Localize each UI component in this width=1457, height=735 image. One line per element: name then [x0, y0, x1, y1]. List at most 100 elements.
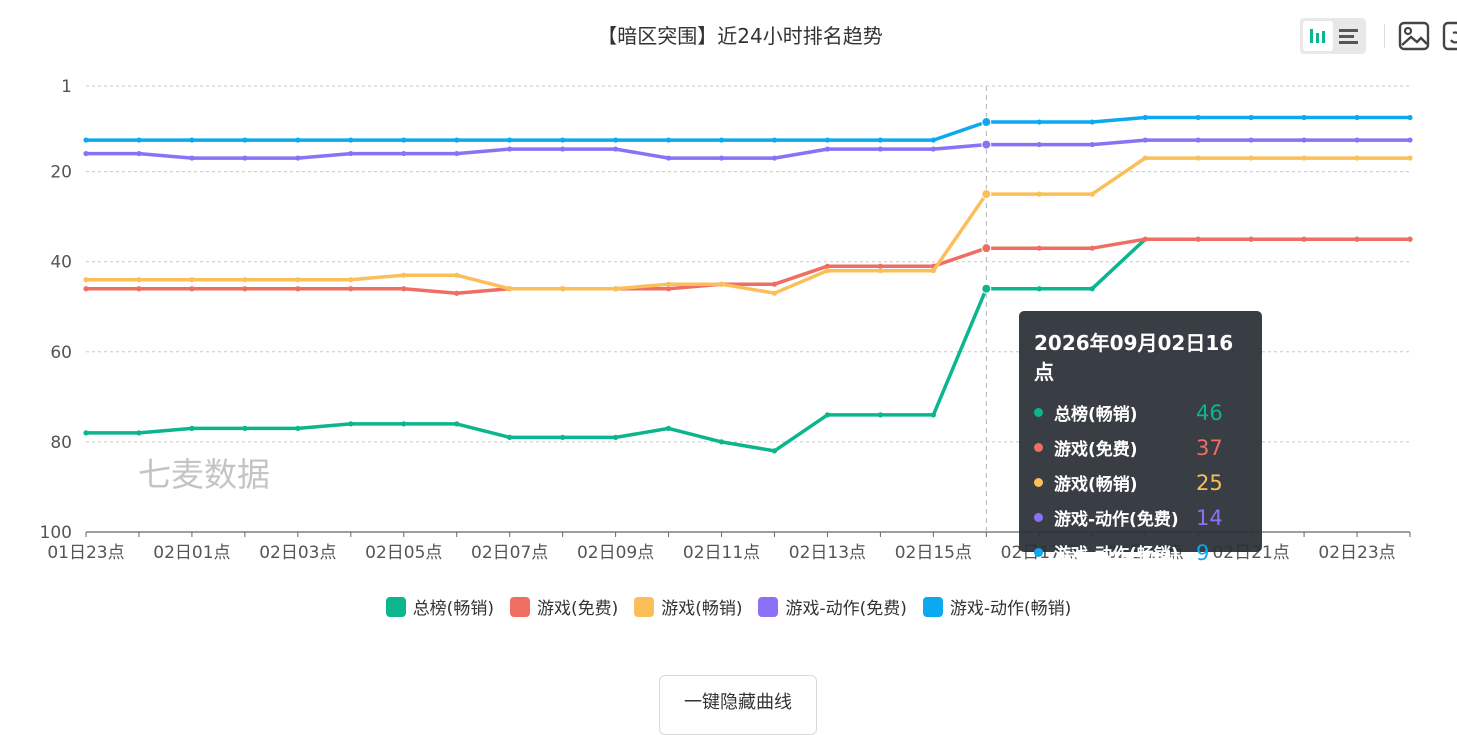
data-point: [981, 189, 992, 200]
data-point: [1354, 236, 1360, 242]
tooltip-value: 25: [1196, 470, 1223, 495]
data-point: [824, 263, 831, 269]
data-point: [401, 421, 407, 427]
data-point: [824, 268, 831, 274]
data-point: [1036, 286, 1042, 292]
series-line: [86, 156, 1410, 295]
chart-legend: 总榜(畅销) 游戏(免费) 游戏(畅销) 游戏-动作(免费) 游戏-动作(畅销): [0, 594, 1457, 619]
data-point: [560, 146, 566, 152]
data-point: [189, 137, 195, 143]
bar-chart-icon: [1310, 29, 1325, 43]
tooltip-dot: [1034, 443, 1043, 452]
data-point: [771, 155, 778, 161]
data-point: [242, 425, 248, 431]
data-point: [1407, 114, 1413, 121]
y-tick-label: 100: [40, 523, 72, 543]
legend-label: 游戏-动作(免费): [785, 599, 907, 619]
data-point: [560, 286, 566, 292]
legend-item[interactable]: 总榜(畅销): [385, 594, 494, 619]
save-image-button[interactable]: [1398, 20, 1430, 52]
refresh-button[interactable]: [1440, 20, 1457, 52]
data-point: [981, 243, 992, 254]
data-point: [718, 155, 725, 161]
data-point: [401, 150, 407, 157]
data-point: [930, 137, 936, 143]
legend-item[interactable]: 游戏(免费): [509, 594, 618, 619]
data-point: [613, 286, 619, 292]
data-point: [824, 137, 831, 143]
data-point: [877, 268, 884, 274]
data-point: [877, 263, 884, 269]
series-line: [86, 237, 1410, 295]
data-point: [1248, 114, 1254, 121]
data-point: [930, 146, 936, 152]
legend-item[interactable]: 游戏-动作(免费): [758, 594, 907, 619]
data-point: [242, 137, 248, 143]
data-point: [1036, 191, 1042, 197]
data-point: [83, 137, 89, 143]
refresh-icon: [1442, 21, 1457, 51]
y-tick-label: 1: [61, 77, 72, 97]
data-point: [1354, 137, 1360, 143]
image-icon: [1398, 21, 1430, 51]
data-point: [771, 281, 778, 287]
data-point: [1354, 114, 1360, 121]
data-point: [877, 137, 884, 143]
data-point: [242, 277, 248, 283]
legend-item[interactable]: 游戏(畅销): [634, 594, 742, 619]
data-point: [295, 425, 301, 431]
data-point: [348, 286, 354, 292]
data-point: [507, 146, 513, 152]
legend-item[interactable]: 游戏-动作(畅销): [922, 594, 1071, 619]
chart-title: 【暗区突围】近24小时排名趋势: [597, 24, 883, 48]
tooltip-series-name: 游戏(畅销): [1054, 475, 1138, 495]
data-point: [1142, 155, 1148, 161]
series-line: [86, 138, 1410, 160]
data-point: [560, 434, 566, 440]
legend-swatch: [634, 596, 655, 617]
data-point: [1407, 137, 1413, 143]
data-point: [1301, 137, 1307, 143]
data-point: [295, 286, 301, 292]
data-point: [189, 286, 195, 292]
data-point: [1036, 119, 1042, 125]
x-tick-label: 02日23点: [1318, 543, 1395, 563]
data-point: [401, 272, 407, 278]
list-view-button[interactable]: [1334, 21, 1364, 51]
data-point: [136, 430, 142, 436]
data-point: [1354, 155, 1360, 161]
data-point: [560, 137, 566, 143]
data-point: [454, 150, 460, 157]
data-point: [295, 155, 301, 161]
data-point: [401, 286, 407, 292]
data-point: [454, 290, 460, 296]
data-point: [877, 146, 884, 152]
data-point: [981, 283, 992, 294]
data-point: [877, 412, 884, 418]
x-tick-label: 02日09点: [577, 543, 654, 563]
data-point: [665, 425, 672, 431]
data-point: [454, 137, 460, 143]
data-point: [665, 286, 672, 292]
data-point: [507, 434, 513, 440]
bar-chart-button[interactable]: [1303, 21, 1333, 51]
tooltip-value: 14: [1196, 505, 1223, 530]
data-point: [189, 155, 195, 161]
data-point: [771, 448, 778, 454]
series-line: [86, 115, 1410, 142]
data-point: [242, 286, 248, 292]
data-point: [1142, 137, 1148, 143]
data-point: [348, 277, 354, 283]
data-point: [136, 150, 142, 157]
hide-all-curves-button[interactable]: 一键隐藏曲线: [659, 675, 817, 735]
data-point: [1195, 236, 1201, 242]
tooltip-value: 37: [1196, 435, 1223, 460]
data-point: [613, 434, 619, 440]
data-point: [1407, 236, 1413, 242]
data-point: [1407, 155, 1413, 161]
tooltip-dot: [1034, 548, 1043, 557]
legend-swatch: [758, 596, 779, 617]
data-point: [454, 272, 460, 278]
data-point: [507, 286, 513, 292]
data-point: [1089, 119, 1095, 125]
